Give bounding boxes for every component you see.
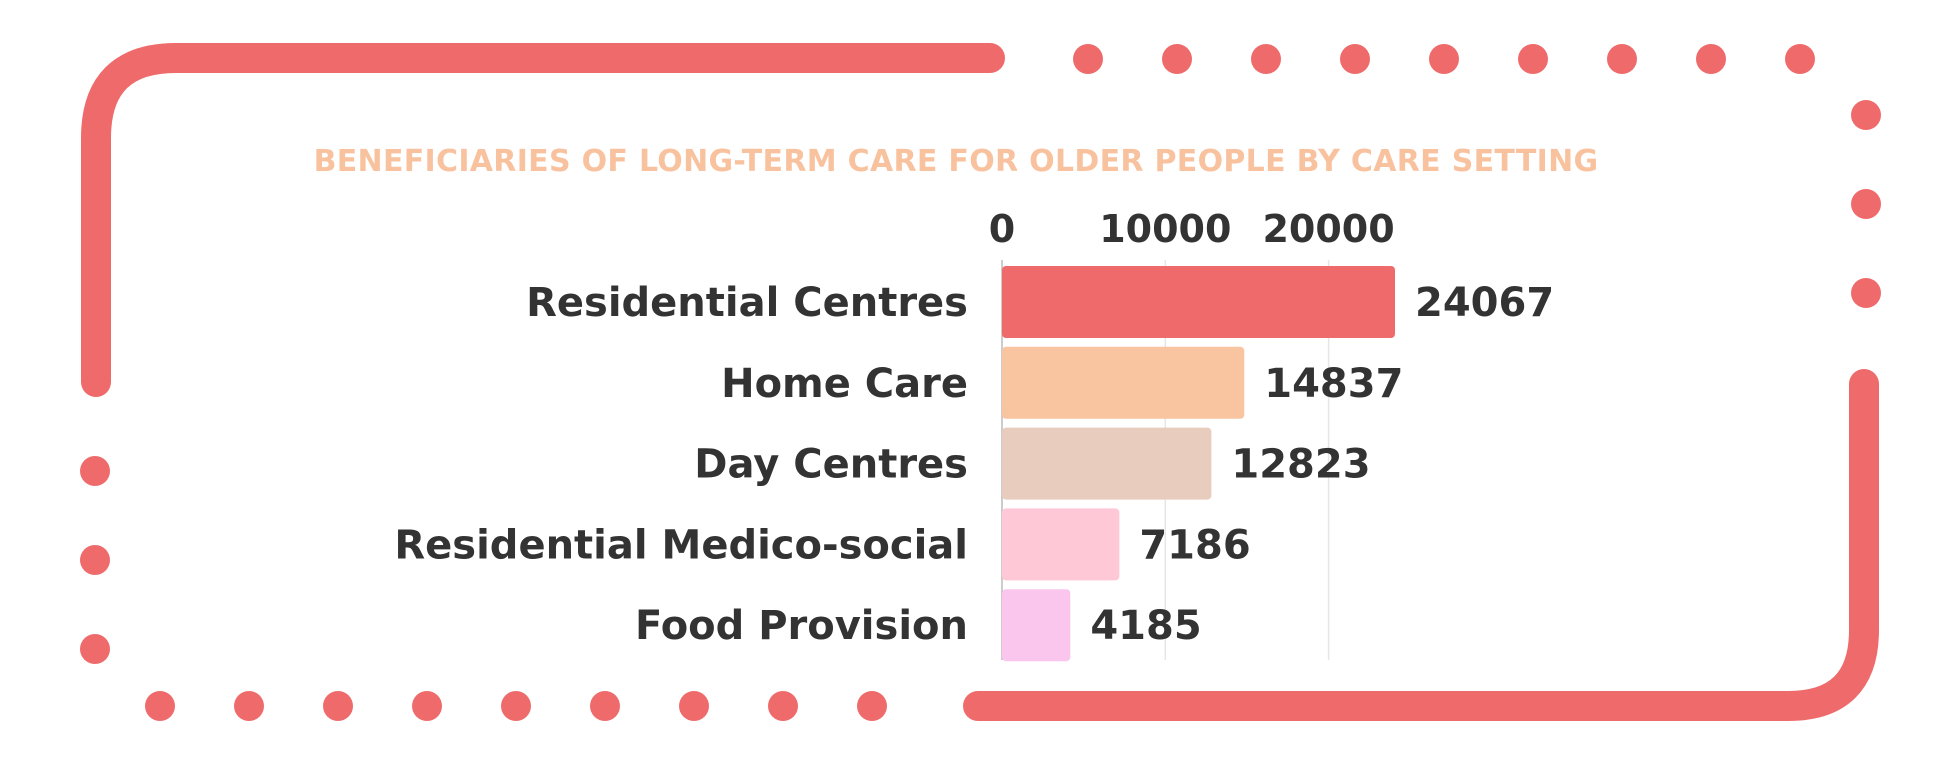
category-label: Food Provision	[635, 603, 968, 649]
frame-dot	[857, 691, 887, 721]
frame-dot	[1429, 44, 1459, 74]
frame-dot	[412, 691, 442, 721]
frame-dot	[1251, 44, 1281, 74]
frame-dot	[1851, 189, 1881, 219]
frame-dot	[1785, 44, 1815, 74]
frame-dot	[1696, 44, 1726, 74]
category-label: Residential Medico-social	[394, 522, 968, 568]
frame-dot	[590, 691, 620, 721]
value-label: 7186	[1139, 522, 1250, 568]
frame-dot	[1851, 100, 1881, 130]
frame-dot	[501, 691, 531, 721]
x-tick-label: 10000	[1099, 207, 1231, 251]
label-layer: 0 10000 20000 Residential Centres 24067 Home …	[394, 207, 1554, 649]
bar	[1002, 346, 1245, 419]
value-label: 4185	[1090, 603, 1201, 649]
frame-dot	[234, 691, 264, 721]
category-label: Home Care	[721, 361, 968, 407]
bar-layer	[1002, 266, 1395, 662]
frame-dot	[80, 456, 110, 486]
x-tick-label: 0	[989, 207, 1015, 251]
chart-title: BENEFICIARIES OF LONG-TERM CARE FOR OLDE…	[313, 144, 1599, 179]
frame-dots	[80, 44, 1881, 721]
value-label: 14837	[1264, 361, 1403, 407]
bar	[1002, 589, 1071, 662]
bar	[1002, 427, 1212, 500]
frame-dot	[679, 691, 709, 721]
x-tick-label: 20000	[1262, 207, 1394, 251]
frame-dot	[1518, 44, 1548, 74]
category-label: Residential Centres	[526, 280, 968, 326]
bar	[1002, 508, 1120, 581]
frame-dot	[1607, 44, 1637, 74]
frame-dot	[768, 691, 798, 721]
frame-dot	[80, 634, 110, 664]
frame-dot	[1162, 44, 1192, 74]
bar	[1002, 266, 1395, 338]
value-label: 12823	[1231, 442, 1370, 488]
frame-top-left-corner	[81, 43, 1005, 397]
frame-dot	[145, 691, 175, 721]
frame-dot	[323, 691, 353, 721]
value-label: 24067	[1415, 280, 1554, 326]
category-label: Day Centres	[694, 442, 968, 488]
frame-dot	[1073, 44, 1103, 74]
frame-dot	[80, 545, 110, 575]
frame-dot	[1340, 44, 1370, 74]
frame-dot	[1851, 278, 1881, 308]
frame-bottom-right-corner	[963, 369, 1879, 721]
